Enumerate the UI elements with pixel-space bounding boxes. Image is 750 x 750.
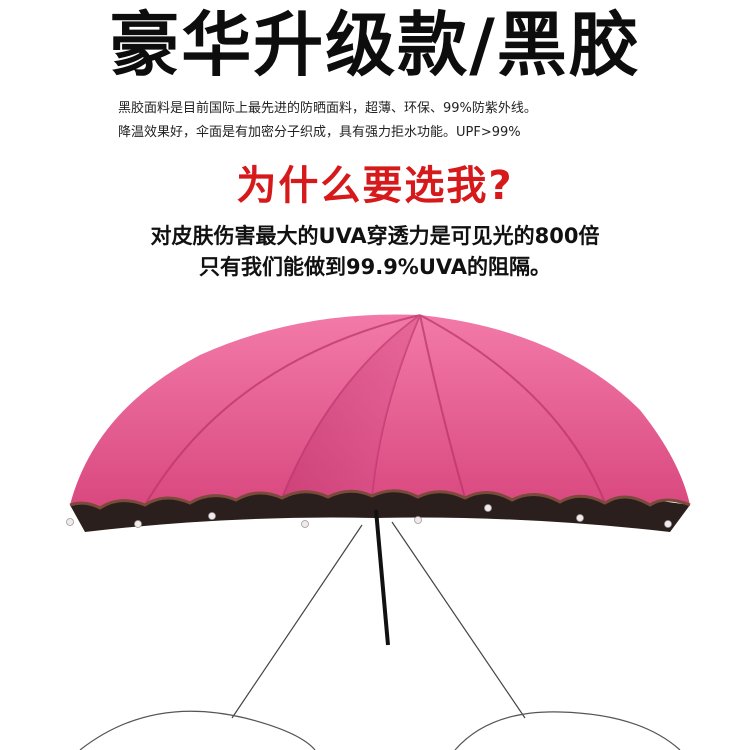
uva-claim-line-1: 对皮肤伤害最大的UVA穿透力是可见光的800倍 [150,224,600,248]
description-line-2: 降温效果好，伞面是有加密分子织成，具有强力拒水功能。UPF>99% [118,125,521,140]
umbrella-rim-trim [69,489,691,510]
why-choose-heading: 为什么要选我? [236,163,514,209]
umbrella-underside [70,487,690,532]
uva-claim-line-2: 只有我们能做到99.9%UVA的阻隔。 [199,255,551,279]
umbrella-bottom-arcs [79,710,681,750]
product-title: 豪华升级款/黑胶 [109,4,641,86]
umbrella-shaft [374,509,390,646]
umbrella-shade-panel [282,315,420,498]
umbrella-rib-tips [66,504,672,528]
description-line-1: 黑胶面料是目前国际上最先进的防晒面料，超薄、环保、99%防紫外线。 [118,101,537,116]
umbrella-support-lines [231,521,526,719]
umbrella-illustration [66,314,691,750]
